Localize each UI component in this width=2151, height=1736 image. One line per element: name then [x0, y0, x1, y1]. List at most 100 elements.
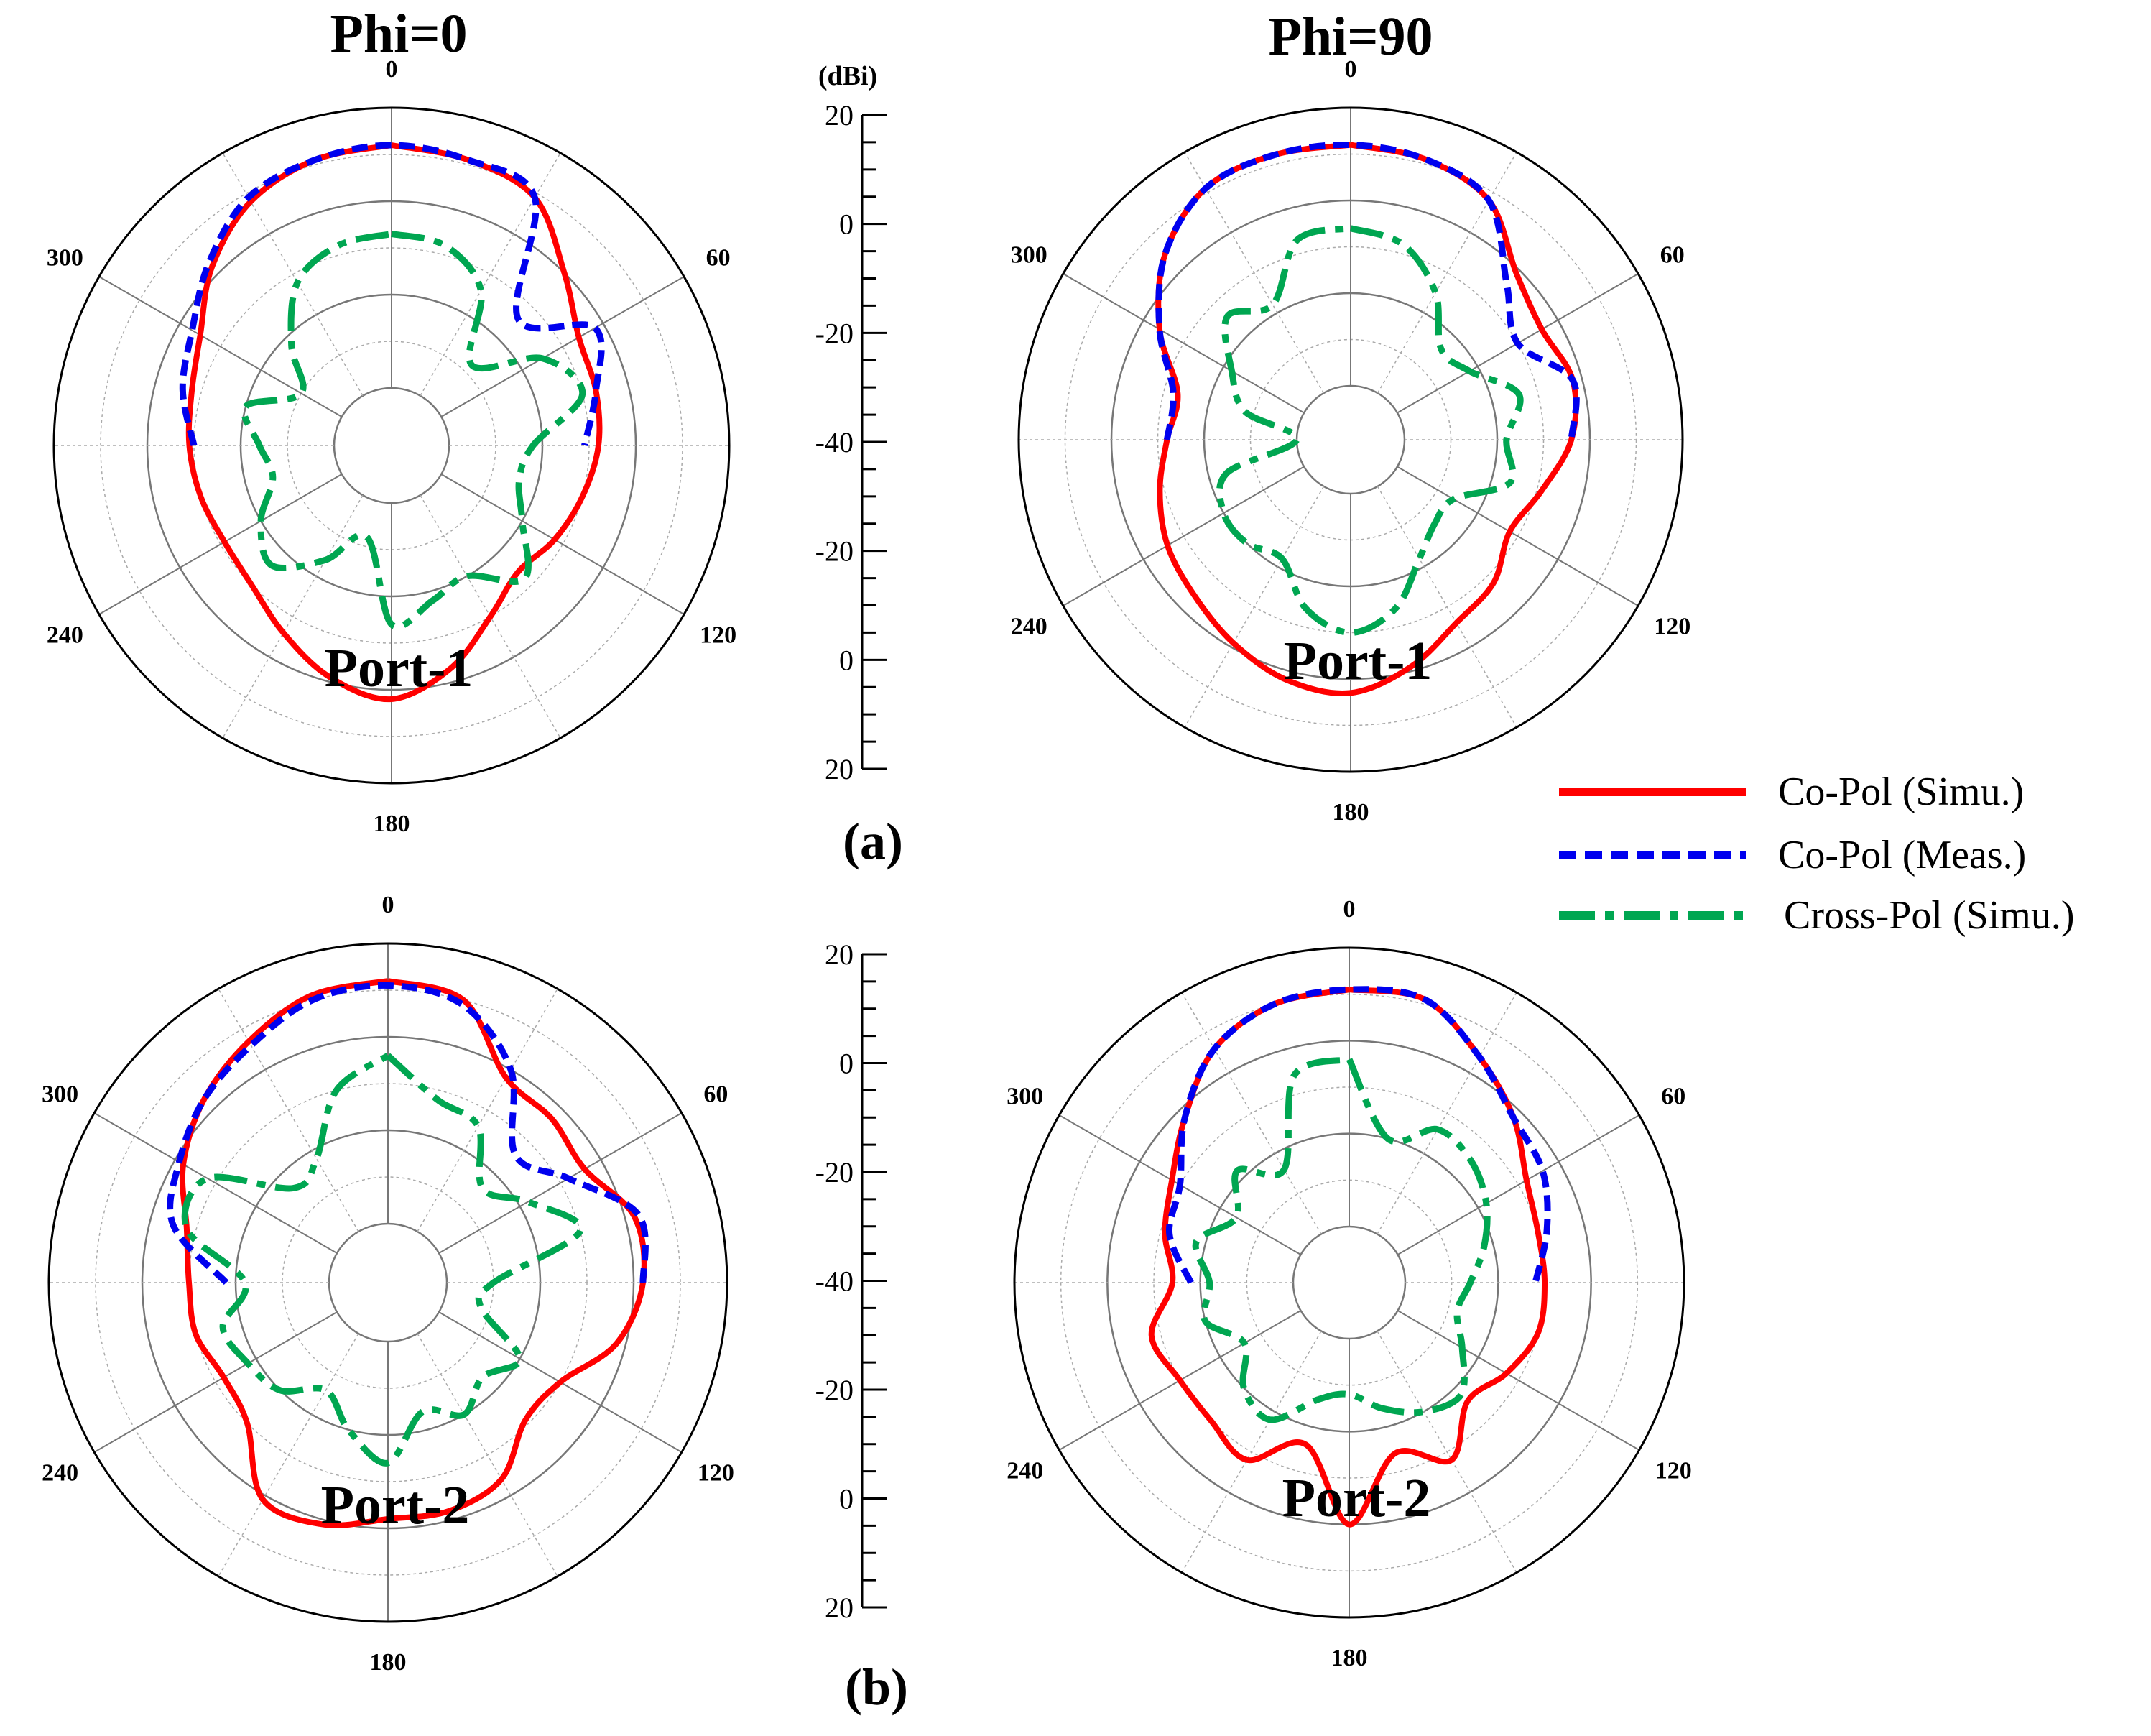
scale-tick-label: 0 [839, 208, 854, 241]
angle-label-240: 240 [47, 622, 83, 649]
grid-spoke-210 [1181, 1331, 1322, 1573]
grid-circle-inner [1292, 1225, 1407, 1340]
grid-spoke-150 [417, 1333, 558, 1577]
angle-label-180: 180 [1333, 799, 1369, 826]
scale-tick-label: 20 [825, 99, 854, 131]
grid-spoke-330 [1184, 152, 1325, 394]
port-label: Port-1 [325, 638, 473, 698]
grid-circle-inner [1295, 384, 1406, 495]
grid-spoke-120 [1397, 466, 1639, 606]
grid-spoke-240 [98, 474, 343, 615]
polar-plot-phi0-port2: 0 60 120 180 240 300 Port-2 [42, 892, 734, 1676]
angle-label-180: 180 [1331, 1645, 1368, 1671]
panel-label-a: (a) [843, 813, 903, 870]
port-label: Port-2 [1282, 1468, 1431, 1528]
legend-label-co-pol-meas: Co-Pol (Meas.) [1778, 833, 2026, 877]
series-line-cross-pol-simu-0 [1192, 1056, 1491, 1423]
port-label: Port-2 [321, 1475, 470, 1536]
series-line-co-pol-simu-0 [185, 142, 603, 703]
radial-scale-top: 20 0 -20 -40 -20 0 20 [815, 99, 887, 785]
grid-circle-inner [333, 387, 450, 504]
grid-spoke-300 [1063, 273, 1305, 414]
scale-tick-label: -20 [815, 317, 854, 349]
angle-label-120: 120 [1655, 1458, 1692, 1485]
outer-circle [52, 106, 731, 785]
scale-tick-label: 0 [839, 1048, 854, 1080]
angle-label-180: 180 [374, 811, 410, 837]
outer-circle [47, 942, 728, 1623]
scale-tick-label: -20 [815, 1156, 854, 1188]
grid-spoke-60 [1397, 1114, 1640, 1255]
series-line-co-pol-meas-0 [167, 982, 649, 1285]
grid-spoke-240 [93, 1311, 338, 1453]
grid-spoke-300 [93, 1112, 338, 1254]
series-line-cross-pol-simu-0 [181, 1053, 584, 1467]
grid-spoke-210 [218, 1333, 359, 1577]
series-line-co-pol-simu-0 [1148, 987, 1548, 1528]
series-line-cross-pol-simu-0 [1216, 225, 1524, 636]
grid-spoke-30 [1377, 992, 1517, 1234]
grid-spoke-30 [417, 988, 558, 1232]
grid-spoke-330 [222, 152, 364, 397]
angle-label-120: 120 [698, 1460, 734, 1487]
series-line-co-pol-meas-0 [179, 142, 605, 446]
angle-label-60: 60 [1660, 242, 1685, 269]
outer-circle [1017, 106, 1684, 773]
scale-tick-label: -40 [815, 1265, 854, 1298]
angle-label-300: 300 [1011, 242, 1047, 269]
port-label: Port-1 [1284, 631, 1433, 691]
angle-label-300: 300 [42, 1081, 78, 1108]
angle-label-240: 240 [1011, 614, 1047, 640]
grid-circle-minor-2 [95, 989, 681, 1576]
angle-label-300: 300 [47, 245, 83, 272]
grid-circle-inner [328, 1222, 448, 1343]
angle-label-0: 0 [382, 892, 394, 918]
angle-label-0: 0 [386, 56, 398, 83]
outer-circle [1013, 946, 1685, 1619]
angle-label-300: 300 [1007, 1084, 1043, 1110]
angle-label-0: 0 [1345, 56, 1357, 83]
angle-label-60: 60 [703, 1081, 728, 1108]
grid-spoke-330 [1181, 992, 1322, 1234]
scale-tick-label: 20 [825, 1592, 854, 1624]
grid-spoke-150 [1377, 1331, 1517, 1573]
series-line-co-pol-simu-0 [1155, 142, 1579, 696]
grid-spoke-150 [1377, 486, 1517, 728]
column-title-phi90: Phi=90 [1268, 6, 1433, 67]
polar-plot-phi90-port2: 0 60 120 180 240 300 Port-2 [1007, 896, 1691, 1671]
angle-label-120: 120 [700, 622, 736, 649]
grid-spoke-330 [218, 988, 359, 1232]
polar-plot-phi0-port1: 0 60 120 180 240 300 Port-1 [47, 56, 736, 837]
legend: Co-Pol (Simu.) Co-Pol (Meas.) Cross-Pol … [1559, 770, 2075, 938]
polar-plot-phi90-port1: 0 60 120 180 240 300 Port-1 [1011, 56, 1690, 826]
scale-tick-label: 20 [825, 753, 854, 785]
angle-label-60: 60 [706, 245, 731, 272]
grid-spoke-240 [1063, 466, 1305, 606]
column-title-phi0: Phi=0 [330, 4, 467, 64]
angle-label-180: 180 [370, 1649, 407, 1676]
grid-spoke-30 [1377, 152, 1517, 394]
scale-tick-label: 0 [839, 644, 854, 676]
angle-label-0: 0 [1343, 896, 1356, 923]
panel-label-b: (b) [845, 1658, 908, 1716]
scale-tick-label: -40 [815, 426, 854, 458]
legend-label-cross-pol-simu: Cross-Pol (Simu.) [1784, 893, 2075, 938]
grid-spoke-60 [438, 1112, 683, 1254]
grid-spoke-300 [98, 276, 343, 417]
scale-tick-label: -20 [815, 1374, 854, 1406]
angle-label-60: 60 [1661, 1084, 1685, 1110]
grid-spoke-120 [440, 474, 685, 615]
grid-spoke-210 [1184, 486, 1325, 728]
angle-label-120: 120 [1654, 614, 1690, 640]
angle-label-240: 240 [42, 1460, 78, 1487]
scale-unit-label: (dBi) [818, 61, 877, 91]
scale-tick-label: -20 [815, 535, 854, 568]
grid-spoke-210 [222, 494, 364, 739]
series-line-cross-pol-simu-0 [241, 231, 586, 630]
grid-spoke-120 [1397, 1310, 1640, 1451]
grid-spoke-30 [420, 152, 561, 397]
angle-label-240: 240 [1007, 1458, 1043, 1485]
scale-tick-label: 20 [825, 938, 854, 971]
scale-tick-label: 0 [839, 1483, 854, 1515]
